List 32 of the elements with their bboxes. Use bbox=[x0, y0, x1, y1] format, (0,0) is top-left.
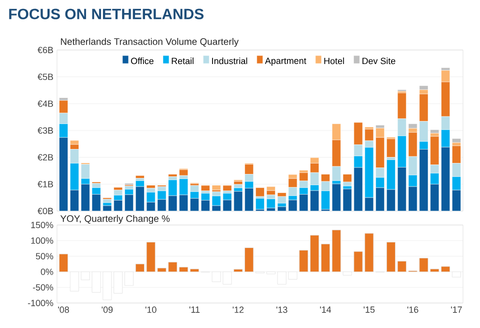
x-tick-label: '13 bbox=[276, 306, 288, 313]
legend-label: Dev Site bbox=[362, 58, 396, 64]
x-tick-label: '08 bbox=[58, 306, 69, 313]
y-tick-label: €3B bbox=[38, 127, 54, 134]
y-tick-label: €4B bbox=[38, 100, 54, 107]
y-tick-label: 50% bbox=[36, 253, 54, 260]
y-tick-label: €1B bbox=[38, 180, 54, 188]
legend-label: Apartment bbox=[264, 58, 306, 66]
y-tick-label: -100% bbox=[28, 300, 54, 306]
x-tick-label: '12 bbox=[232, 306, 244, 313]
x-tick-label: '17 bbox=[451, 306, 462, 313]
y-tick-label: 100% bbox=[31, 237, 54, 244]
y-tick-label: 150% bbox=[31, 222, 54, 228]
x-tick-label: '11 bbox=[189, 306, 200, 313]
legend-label: Office bbox=[131, 58, 154, 64]
x-tick-label: '09 bbox=[102, 306, 113, 313]
y-tick-label: €2B bbox=[38, 154, 54, 161]
y-tick-label: 0% bbox=[40, 268, 54, 275]
y-tick-label: €0B bbox=[38, 208, 54, 214]
x-tick-label: '10 bbox=[145, 306, 156, 313]
chart-title: FOCUS ON NETHERLANDS bbox=[9, 8, 204, 20]
legend-label: Industrial bbox=[212, 58, 248, 64]
x-tick-label: '15 bbox=[364, 306, 375, 313]
y-tick-label: -50% bbox=[32, 284, 54, 291]
legend-label: Retail bbox=[172, 58, 194, 64]
y-tick-label: €5B bbox=[38, 74, 54, 80]
x-tick-label: '14 bbox=[320, 306, 332, 313]
y-tick-label: €6B bbox=[38, 46, 54, 54]
chart-title: YOY, Quarterly Change % bbox=[60, 214, 170, 224]
x-tick-label: '16 bbox=[407, 306, 418, 313]
legend-label: Hotel bbox=[324, 58, 344, 64]
chart-subtitle: Netherlands Transaction Volume Quarterly bbox=[60, 38, 239, 47]
